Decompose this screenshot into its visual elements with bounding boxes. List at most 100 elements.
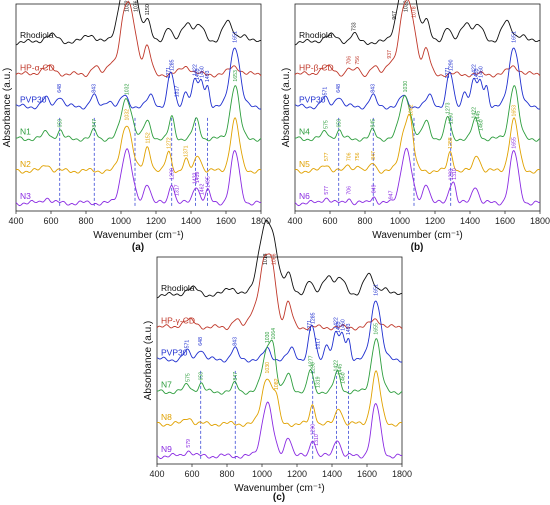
chart-panel-1: 400 600 800 1000 1200 1400 1600 1800 Wavenumber … [2, 0, 271, 253]
peak-label: 571 [185, 340, 191, 349]
peak-label: 756 [355, 56, 361, 65]
peak-label: 1422 [472, 107, 478, 119]
series-line-n1 [15, 85, 262, 142]
plot-frame [15, 3, 262, 212]
peak-label: 1422 [334, 317, 340, 329]
x-tick-label: 1600 [357, 469, 377, 479]
panel-caption: (b) [411, 242, 424, 253]
peak-label: 1460 [199, 66, 205, 78]
series-name-label: PVP30 [161, 347, 188, 357]
x-tick-label: 600 [184, 469, 199, 479]
peak-label: 1271 [445, 67, 451, 79]
series-name-label: N2 [20, 159, 31, 169]
peak-label: 571 [323, 87, 329, 96]
series-line-n2 [15, 117, 262, 174]
peak-label: 1435 [195, 68, 201, 80]
panel-caption: (c) [273, 492, 285, 503]
x-tick-label: 800 [219, 469, 234, 479]
peak-label: 1460 [478, 66, 484, 78]
peak-label: 843 [91, 84, 97, 93]
peak-label: 1435 [474, 68, 480, 80]
y-axis-label: Absorbance (a.u.) [281, 68, 292, 148]
peak-label: 1285 [311, 312, 317, 324]
series-line-hp-cd [156, 253, 403, 331]
peak-label: 1032 [124, 109, 130, 121]
peak-label: 1317 [315, 338, 321, 350]
peak-label: 650 [58, 119, 64, 128]
peak-label: 575 [323, 120, 329, 129]
peak-label: 849 [371, 184, 377, 193]
series-line-n5 [294, 113, 541, 174]
plot-frame [294, 3, 541, 212]
peak-label: 1290 [311, 424, 317, 436]
series-name-label: N1 [20, 127, 31, 137]
peak-label: 1319 [315, 376, 321, 388]
peak-label: 1271 [307, 320, 313, 332]
peak-label: 575 [185, 373, 191, 382]
peak-label: 1032 [403, 0, 409, 12]
x-tick-label: 400 [149, 469, 164, 479]
peak-label: 1310 [314, 434, 320, 446]
series-name-label: N5 [299, 159, 310, 169]
peak-label: 1445 [476, 111, 482, 123]
peak-label: 1076 [134, 0, 140, 12]
x-tick-label: 1800 [392, 469, 412, 479]
x-axis-label: Wavenumber (cm⁻¹) [372, 230, 462, 241]
series-name-label: Rhodiola [20, 30, 54, 40]
series-line-n7 [156, 338, 403, 395]
peak-label: 1310 [452, 168, 458, 180]
peak-label: 1655 [512, 137, 518, 149]
peak-label: 1032 [124, 0, 130, 12]
peak-label: 1493 [205, 70, 211, 82]
series-line-rhodiola [156, 220, 403, 299]
peak-label: 1653 [233, 70, 239, 82]
series-name-label: Rhodiola [299, 30, 333, 40]
series-line-n8 [156, 370, 403, 427]
x-tick-label: 1400 [322, 469, 342, 479]
peak-label: 1495 [205, 176, 211, 188]
peak-label: 1651 [512, 31, 518, 43]
peak-label: 1422 [193, 172, 199, 184]
peak-label: 1493 [346, 323, 352, 335]
peak-label: 937 [387, 50, 393, 59]
peak-label: 845 [371, 119, 377, 128]
peak-label: 1285 [170, 59, 176, 71]
x-tick-label: 400 [8, 216, 23, 226]
x-tick-label: 1000 [390, 216, 410, 226]
peak-label: 1371 [184, 145, 190, 157]
series-name-label: N3 [20, 191, 31, 201]
peak-label: 1078 [411, 6, 417, 18]
x-axis-label: Wavenumber (cm⁻¹) [93, 230, 183, 241]
series-name-label: HP-γ-CD [161, 315, 195, 325]
series-line-hp-cd [294, 0, 541, 78]
series-name-label: HP-β-CD [299, 62, 334, 72]
peak-label: 1422 [193, 64, 199, 76]
peak-label: 1655 [374, 323, 380, 335]
x-tick-label: 1600 [495, 216, 515, 226]
peak-label: 1030 [403, 81, 409, 93]
series-line-rhodiola [15, 0, 262, 46]
series-name-label: N4 [299, 127, 310, 137]
peak-label: 650 [337, 119, 343, 128]
peak-label: 648 [336, 84, 342, 93]
x-axis-label: Wavenumber (cm⁻¹) [234, 483, 324, 494]
x-tick-label: 1800 [251, 216, 271, 226]
peak-label: 706 [346, 186, 352, 195]
peak-label: 1030 [265, 331, 271, 343]
y-axis-label: Absorbance (a.u.) [143, 321, 154, 401]
peak-label: 1273 [446, 102, 452, 114]
peak-label: 1150 [145, 4, 151, 15]
peak-label: 1018 [263, 253, 269, 265]
peak-label: 1445 [338, 364, 344, 376]
peak-label: 1290 [449, 59, 455, 71]
peak-label: 1062 [409, 104, 415, 116]
peak-label: 843 [370, 84, 376, 93]
peak-label: 1272 [166, 137, 172, 149]
series-line-n6 [294, 147, 541, 207]
peak-label: 967 [392, 11, 398, 20]
series-name-label: N9 [161, 444, 172, 454]
series-line-rhodiola [294, 0, 541, 46]
x-tick-label: 1200 [146, 216, 166, 226]
peak-label: 1460 [478, 119, 484, 131]
